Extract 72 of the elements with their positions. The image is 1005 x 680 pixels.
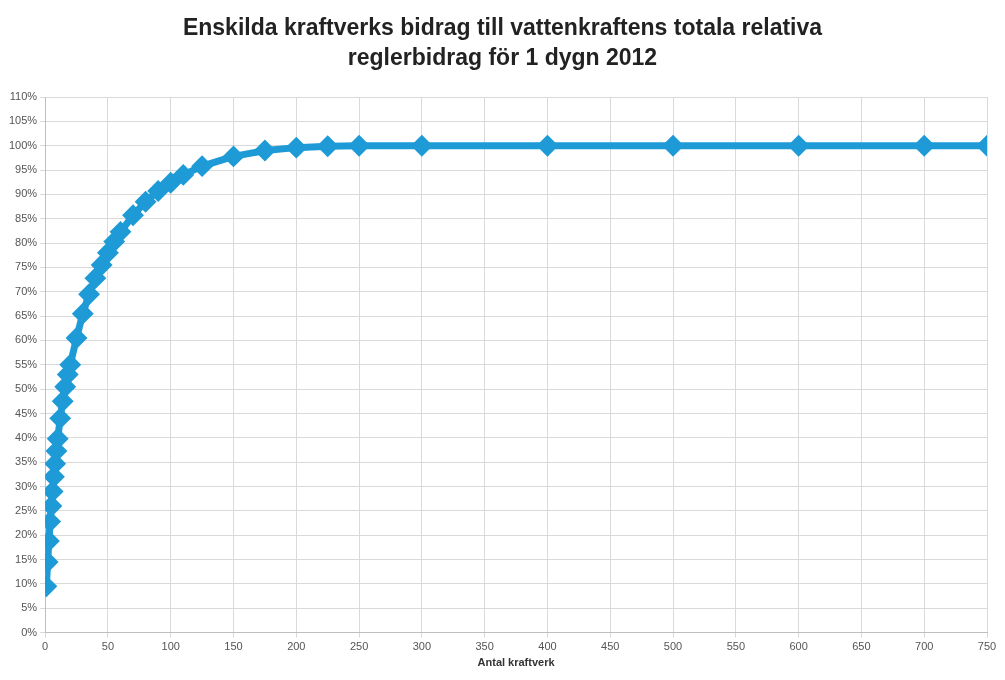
- point: [663, 136, 683, 156]
- point: [50, 408, 70, 428]
- x-tick-label: 700: [915, 640, 934, 653]
- x-tick-label: 650: [852, 640, 871, 653]
- point: [161, 173, 181, 193]
- x-tick-label: 100: [161, 640, 180, 653]
- x-tick-label: 500: [663, 640, 683, 653]
- point: [79, 284, 99, 304]
- x-tick-label: 350: [475, 640, 494, 653]
- point: [318, 136, 338, 156]
- point: [192, 156, 212, 176]
- y-tick-label: 45%: [15, 406, 38, 419]
- x-tick-label: 750: [977, 640, 997, 653]
- y-tick-label: 10%: [15, 576, 38, 589]
- y-tick-label: 70%: [15, 284, 38, 297]
- y-tick-label: 100%: [8, 138, 38, 151]
- point: [73, 304, 93, 324]
- y-tick-label: 60%: [15, 333, 38, 346]
- point: [45, 481, 63, 501]
- x-axis-title: Antal kraftverk: [477, 656, 556, 669]
- y-tick-label: 95%: [15, 163, 38, 176]
- x-tick-label: 300: [412, 640, 432, 653]
- x-tick-label: 200: [287, 640, 306, 653]
- point: [914, 136, 934, 156]
- y-tick-label: 65%: [15, 309, 38, 322]
- y-tick-label: 90%: [15, 187, 38, 200]
- y-tick-label: 20%: [15, 528, 38, 541]
- x-tick-label: 400: [538, 640, 557, 653]
- point: [123, 205, 143, 225]
- y-tick-label: 35%: [15, 455, 38, 468]
- point: [53, 391, 73, 411]
- y-tick-label: 40%: [15, 430, 38, 443]
- y-tick-label: 5%: [21, 601, 38, 614]
- y-tick-label: 25%: [15, 503, 38, 516]
- point: [224, 146, 244, 166]
- point: [412, 136, 432, 156]
- point: [45, 454, 65, 474]
- point: [67, 328, 87, 348]
- point: [85, 268, 105, 288]
- point: [104, 232, 124, 252]
- point: [537, 136, 557, 156]
- x-tick-label: 50: [101, 640, 115, 653]
- point: [48, 429, 68, 449]
- point: [136, 192, 156, 212]
- x-tick-label: 250: [349, 640, 369, 653]
- y-tick-label: 80%: [15, 236, 38, 249]
- point: [286, 138, 306, 158]
- y-tick-label: 30%: [15, 479, 38, 492]
- point: [173, 165, 193, 185]
- y-tick-label: 75%: [15, 260, 38, 273]
- point: [45, 467, 64, 487]
- x-tick-label: 0: [42, 640, 49, 653]
- x-tick-label: 150: [224, 640, 243, 653]
- y-tick-label: 85%: [15, 211, 38, 224]
- point: [789, 136, 809, 156]
- x-tick-label: 450: [601, 640, 620, 653]
- y-tick-label: 55%: [15, 357, 38, 370]
- y-tick-label: 0%: [21, 625, 38, 638]
- x-tick-label: 550: [726, 640, 746, 653]
- y-tick-label: 50%: [15, 382, 38, 395]
- y-tick-label: 105%: [8, 114, 38, 127]
- point: [55, 377, 75, 397]
- x-tick-label: 600: [789, 640, 808, 653]
- point: [98, 243, 118, 263]
- point: [110, 222, 130, 242]
- y-tick-label: 15%: [15, 552, 38, 565]
- y-tick-label: 110%: [9, 90, 38, 103]
- chart-title: Enskilda kraftverks bidrag till vattenkraftens totala relativa reglerbidrag för 1 dygn 2012: [182, 13, 823, 72]
- point: [349, 136, 369, 156]
- point: [92, 255, 112, 275]
- point: [148, 181, 168, 201]
- point: [255, 141, 275, 161]
